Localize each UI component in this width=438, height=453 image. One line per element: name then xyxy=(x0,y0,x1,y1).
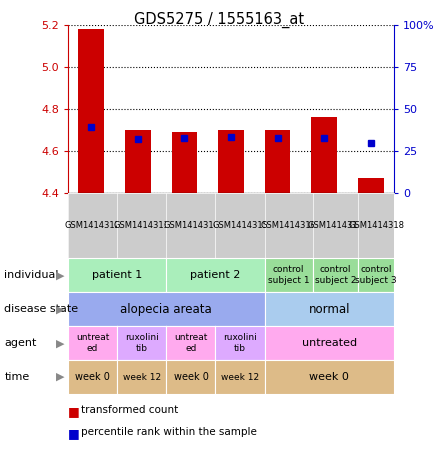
Text: week 0: week 0 xyxy=(309,372,350,382)
Text: ▶: ▶ xyxy=(57,338,65,348)
Text: week 0: week 0 xyxy=(75,372,110,382)
Text: alopecia areata: alopecia areata xyxy=(120,303,212,316)
Bar xyxy=(172,132,197,193)
Bar xyxy=(78,29,104,193)
Text: normal: normal xyxy=(309,303,350,316)
Text: ▶: ▶ xyxy=(57,304,65,314)
Text: agent: agent xyxy=(4,338,37,348)
Bar xyxy=(125,130,151,193)
Text: GSM1414315: GSM1414315 xyxy=(212,221,268,230)
Text: ■: ■ xyxy=(68,427,80,440)
Text: ruxolini
tib: ruxolini tib xyxy=(125,333,159,353)
Text: control
subject 1: control subject 1 xyxy=(268,265,310,285)
Text: control
subject 2: control subject 2 xyxy=(315,265,356,285)
Text: GSM1414317: GSM1414317 xyxy=(307,221,364,230)
Bar xyxy=(358,178,384,193)
Bar xyxy=(311,117,337,193)
Text: GSM1414318: GSM1414318 xyxy=(348,221,404,230)
Bar xyxy=(265,130,290,193)
Text: control
subject 3: control subject 3 xyxy=(355,265,397,285)
Text: patient 1: patient 1 xyxy=(92,270,142,280)
Text: untreated: untreated xyxy=(302,338,357,348)
Text: week 0: week 0 xyxy=(173,372,208,382)
Text: GSM1414316: GSM1414316 xyxy=(261,221,317,230)
Text: GSM1414313: GSM1414313 xyxy=(114,221,170,230)
Bar xyxy=(218,130,244,193)
Text: disease state: disease state xyxy=(4,304,78,314)
Text: GSM1414312: GSM1414312 xyxy=(65,221,120,230)
Text: transformed count: transformed count xyxy=(81,405,178,415)
Text: patient 2: patient 2 xyxy=(190,270,241,280)
Text: ruxolini
tib: ruxolini tib xyxy=(223,333,257,353)
Text: untreat
ed: untreat ed xyxy=(76,333,110,353)
Text: GSM1414314: GSM1414314 xyxy=(163,221,219,230)
Text: week 12: week 12 xyxy=(123,373,161,381)
Text: individual: individual xyxy=(4,270,59,280)
Text: ▶: ▶ xyxy=(57,372,65,382)
Text: GDS5275 / 1555163_at: GDS5275 / 1555163_at xyxy=(134,11,304,28)
Text: ■: ■ xyxy=(68,405,80,419)
Text: untreat
ed: untreat ed xyxy=(174,333,208,353)
Text: time: time xyxy=(4,372,30,382)
Text: percentile rank within the sample: percentile rank within the sample xyxy=(81,427,257,437)
Text: week 12: week 12 xyxy=(221,373,259,381)
Text: ▶: ▶ xyxy=(57,270,65,280)
